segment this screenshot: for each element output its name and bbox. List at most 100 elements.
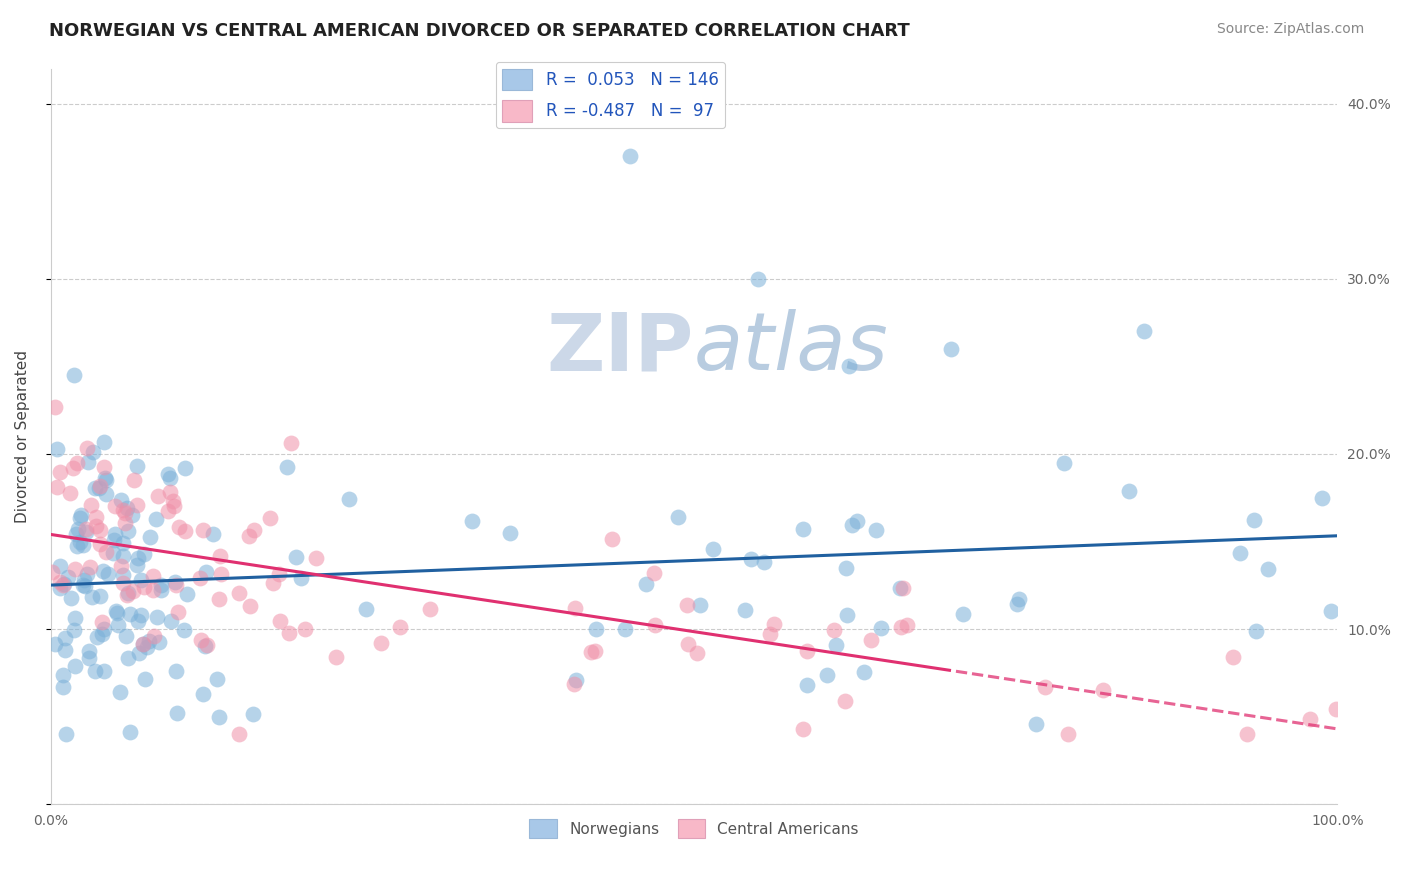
Point xyxy=(112,568,135,582)
Point xyxy=(337,492,360,507)
Point xyxy=(889,582,911,596)
Point xyxy=(173,460,195,475)
Point xyxy=(859,633,882,648)
Point xyxy=(354,602,377,616)
Point xyxy=(419,602,441,616)
Point xyxy=(634,577,657,591)
Point xyxy=(583,643,606,657)
Point xyxy=(825,638,848,652)
Point xyxy=(49,574,72,589)
Point xyxy=(941,342,963,356)
Point xyxy=(89,479,111,493)
Point xyxy=(841,518,863,533)
Point xyxy=(290,571,312,585)
Point xyxy=(195,566,218,580)
Point xyxy=(65,659,87,673)
Point xyxy=(689,598,711,612)
Point xyxy=(499,525,522,540)
Point xyxy=(69,511,91,525)
Point xyxy=(127,615,149,629)
Point xyxy=(676,599,699,613)
Point xyxy=(166,706,188,721)
Point xyxy=(845,514,868,528)
Point xyxy=(792,522,814,536)
Point xyxy=(305,551,328,566)
Point xyxy=(1222,650,1244,665)
Point xyxy=(72,538,94,552)
Point xyxy=(94,474,117,488)
Point xyxy=(165,578,187,592)
Point xyxy=(73,573,96,587)
Point xyxy=(59,486,82,500)
Point xyxy=(1243,513,1265,527)
Text: atlas: atlas xyxy=(695,310,889,387)
Point xyxy=(201,526,224,541)
Point xyxy=(117,651,139,665)
Point xyxy=(104,527,127,541)
Point xyxy=(63,561,86,575)
Point xyxy=(44,400,66,414)
Point xyxy=(891,581,914,595)
Point xyxy=(53,643,76,657)
Point xyxy=(159,485,181,500)
Point xyxy=(127,550,149,565)
Point xyxy=(142,582,165,597)
Legend: Norwegians, Central Americans: Norwegians, Central Americans xyxy=(523,813,865,845)
Point xyxy=(107,618,129,632)
Point xyxy=(188,571,211,585)
Point xyxy=(163,574,186,589)
Point xyxy=(853,665,876,679)
Point xyxy=(49,582,72,596)
Point xyxy=(835,607,858,622)
Point xyxy=(139,530,162,544)
Point xyxy=(1033,681,1056,695)
Point xyxy=(643,566,665,580)
Point xyxy=(370,636,392,650)
Text: Source: ZipAtlas.com: Source: ZipAtlas.com xyxy=(1216,22,1364,37)
Point xyxy=(1299,712,1322,726)
Point xyxy=(114,629,136,643)
Point xyxy=(142,568,165,582)
Point xyxy=(114,506,136,520)
Point xyxy=(269,566,291,581)
Point xyxy=(740,552,762,566)
Point xyxy=(45,480,67,494)
Point xyxy=(86,630,108,644)
Point xyxy=(762,616,785,631)
Point xyxy=(228,727,250,741)
Point xyxy=(562,677,585,691)
Point xyxy=(75,524,97,539)
Point xyxy=(166,605,188,619)
Point xyxy=(77,455,100,469)
Point xyxy=(160,614,183,628)
Point xyxy=(702,542,724,557)
Point xyxy=(191,687,214,701)
Point xyxy=(104,500,127,514)
Point xyxy=(208,709,231,723)
Point xyxy=(1053,457,1076,471)
Point xyxy=(75,522,97,536)
Point xyxy=(165,664,187,678)
Point xyxy=(752,555,775,569)
Point xyxy=(294,622,316,636)
Point xyxy=(127,458,149,473)
Point xyxy=(132,547,155,561)
Point xyxy=(45,442,67,457)
Point xyxy=(792,722,814,736)
Point xyxy=(205,672,228,686)
Point xyxy=(128,646,150,660)
Point xyxy=(117,586,139,600)
Point xyxy=(614,622,637,636)
Point xyxy=(284,550,307,565)
Point xyxy=(129,574,152,588)
Point xyxy=(145,512,167,526)
Point xyxy=(62,623,84,637)
Point xyxy=(243,523,266,537)
Point xyxy=(87,481,110,495)
Point xyxy=(146,489,169,503)
Point xyxy=(389,620,412,634)
Point xyxy=(1244,624,1267,638)
Point xyxy=(65,527,87,541)
Point xyxy=(82,445,104,459)
Point xyxy=(238,528,260,542)
